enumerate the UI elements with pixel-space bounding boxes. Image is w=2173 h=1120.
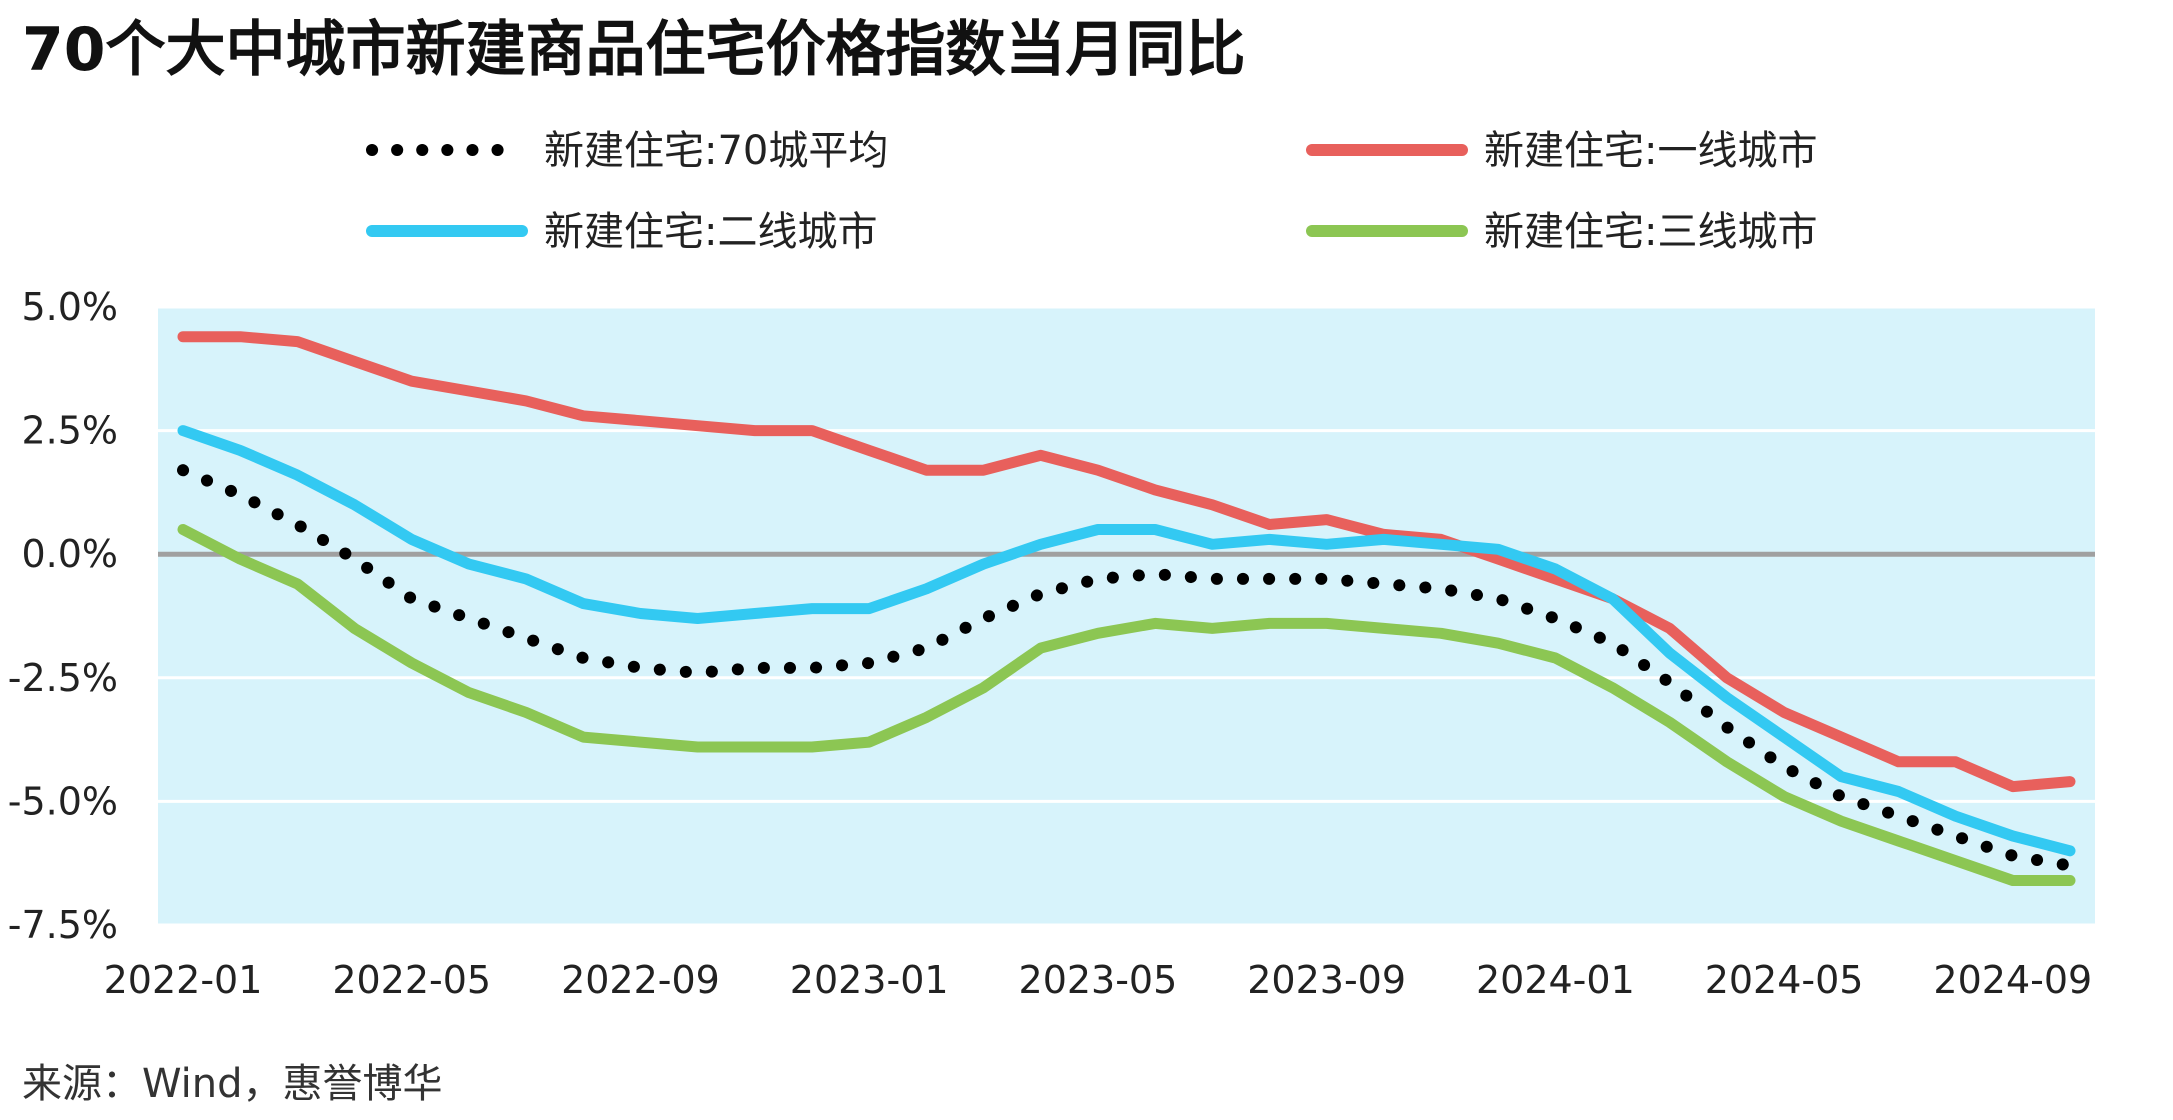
series-layer (177, 331, 2076, 886)
x-axis: 2022-01 2022-05 2022-09 2023-01 2023-05 2023-… (104, 958, 2093, 1002)
chart-source: 来源：Wind，惠誉博华 (22, 1061, 443, 1107)
series-line-3 (177, 524, 2076, 886)
legend-label: 新建住宅:70城平均 (544, 128, 888, 174)
x-tick-label: 2023-01 (790, 958, 949, 1002)
y-tick-label: 2.5% (21, 409, 118, 453)
legend-label: 新建住宅:三线城市 (1484, 209, 1817, 255)
y-tick-label: -5.0% (8, 779, 118, 823)
y-tick-label: -2.5% (8, 656, 118, 700)
legend-label: 新建住宅:一线城市 (1484, 128, 1817, 174)
plot-area (158, 307, 2095, 925)
x-tick-label: 2022-09 (561, 958, 720, 1002)
series-line-1 (177, 331, 2076, 793)
y-tick-label: 0.0% (21, 532, 118, 576)
x-tick-label: 2024-05 (1705, 958, 1864, 1002)
y-tick-label: 5.0% (21, 285, 118, 329)
x-tick-label: 2022-05 (332, 958, 491, 1002)
x-tick-label: 2024-09 (1933, 958, 2092, 1002)
x-tick-label: 2023-05 (1019, 958, 1178, 1002)
legend-label: 新建住宅:二线城市 (544, 209, 877, 255)
grid-lines (158, 305, 2095, 927)
chart-title: 70个大中城市新建商品住宅价格指数当月同比 (22, 15, 1246, 85)
x-tick-label: 2023-09 (1247, 958, 1406, 1002)
x-tick-label: 2024-01 (1476, 958, 1635, 1002)
x-tick-label: 2022-01 (104, 958, 263, 1002)
series-line-2 (177, 425, 2076, 857)
y-tick-label: -7.5% (8, 903, 118, 947)
y-axis: 5.0% 2.5% 0.0% -2.5% -5.0% -7.5% (8, 285, 118, 947)
